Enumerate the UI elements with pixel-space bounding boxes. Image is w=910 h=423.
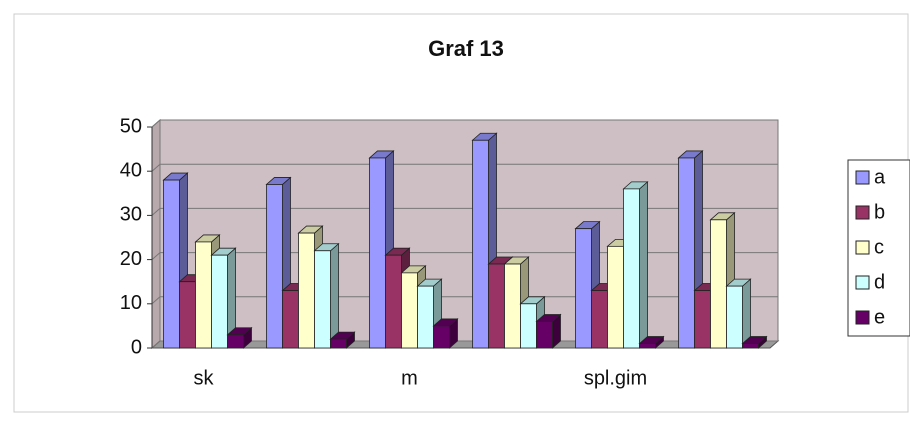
- x-tick-label: m: [401, 367, 418, 389]
- legend-swatch: [855, 240, 870, 255]
- bar: [227, 334, 244, 349]
- bar-side: [330, 242, 339, 349]
- bar: [417, 285, 434, 349]
- grid-line: [151, 207, 778, 216]
- legend-label: e: [874, 306, 885, 328]
- bar: [639, 343, 656, 349]
- bar: [314, 250, 331, 349]
- bar: [266, 184, 283, 349]
- legend-label: a: [874, 166, 886, 188]
- bar: [179, 281, 196, 349]
- x-tick-label: spl.gim: [584, 367, 647, 389]
- bar: [298, 232, 315, 349]
- grid-line: [151, 340, 778, 349]
- bar: [211, 254, 228, 349]
- bar: [504, 263, 521, 349]
- bar: [607, 245, 624, 349]
- bar: [195, 241, 212, 349]
- bar: [742, 343, 759, 349]
- bar: [591, 290, 608, 349]
- x-tick-label: sk: [194, 367, 215, 389]
- legend-label: d: [874, 271, 885, 293]
- side-wall: [151, 118, 161, 350]
- y-tick-label: 40: [120, 159, 142, 181]
- grid-line: [151, 252, 778, 260]
- bar: [726, 285, 743, 349]
- legend-label: c: [874, 236, 884, 258]
- legend-swatch: [855, 205, 870, 220]
- legend-swatch: [855, 170, 870, 185]
- legend-swatch: [855, 310, 870, 325]
- y-tick-label: 50: [120, 115, 142, 137]
- chart-title: Graf 13: [428, 36, 504, 61]
- bar: [472, 139, 489, 349]
- legend-swatch: [855, 275, 870, 290]
- bar: [163, 179, 180, 349]
- bar: [401, 272, 418, 349]
- bar: [623, 188, 640, 349]
- bar: [433, 325, 450, 349]
- bar: [385, 254, 402, 349]
- y-tick-label: 0: [131, 336, 142, 358]
- legend-label: b: [874, 201, 885, 223]
- bar: [536, 321, 553, 349]
- bar: [575, 228, 592, 349]
- bar: [520, 303, 537, 349]
- bar: [694, 290, 711, 349]
- grid-line: [151, 296, 778, 305]
- bar: [488, 263, 505, 349]
- bar: [678, 157, 695, 349]
- bar: [369, 157, 386, 349]
- grid-line: [151, 163, 778, 172]
- y-tick-label: 30: [120, 204, 142, 226]
- bar-side: [639, 180, 648, 349]
- bar: [710, 219, 727, 349]
- bar: [282, 290, 299, 349]
- grid-line: [151, 119, 778, 128]
- y-tick-label: 20: [120, 248, 142, 270]
- bar: [330, 338, 347, 349]
- y-tick-label: 10: [120, 292, 142, 314]
